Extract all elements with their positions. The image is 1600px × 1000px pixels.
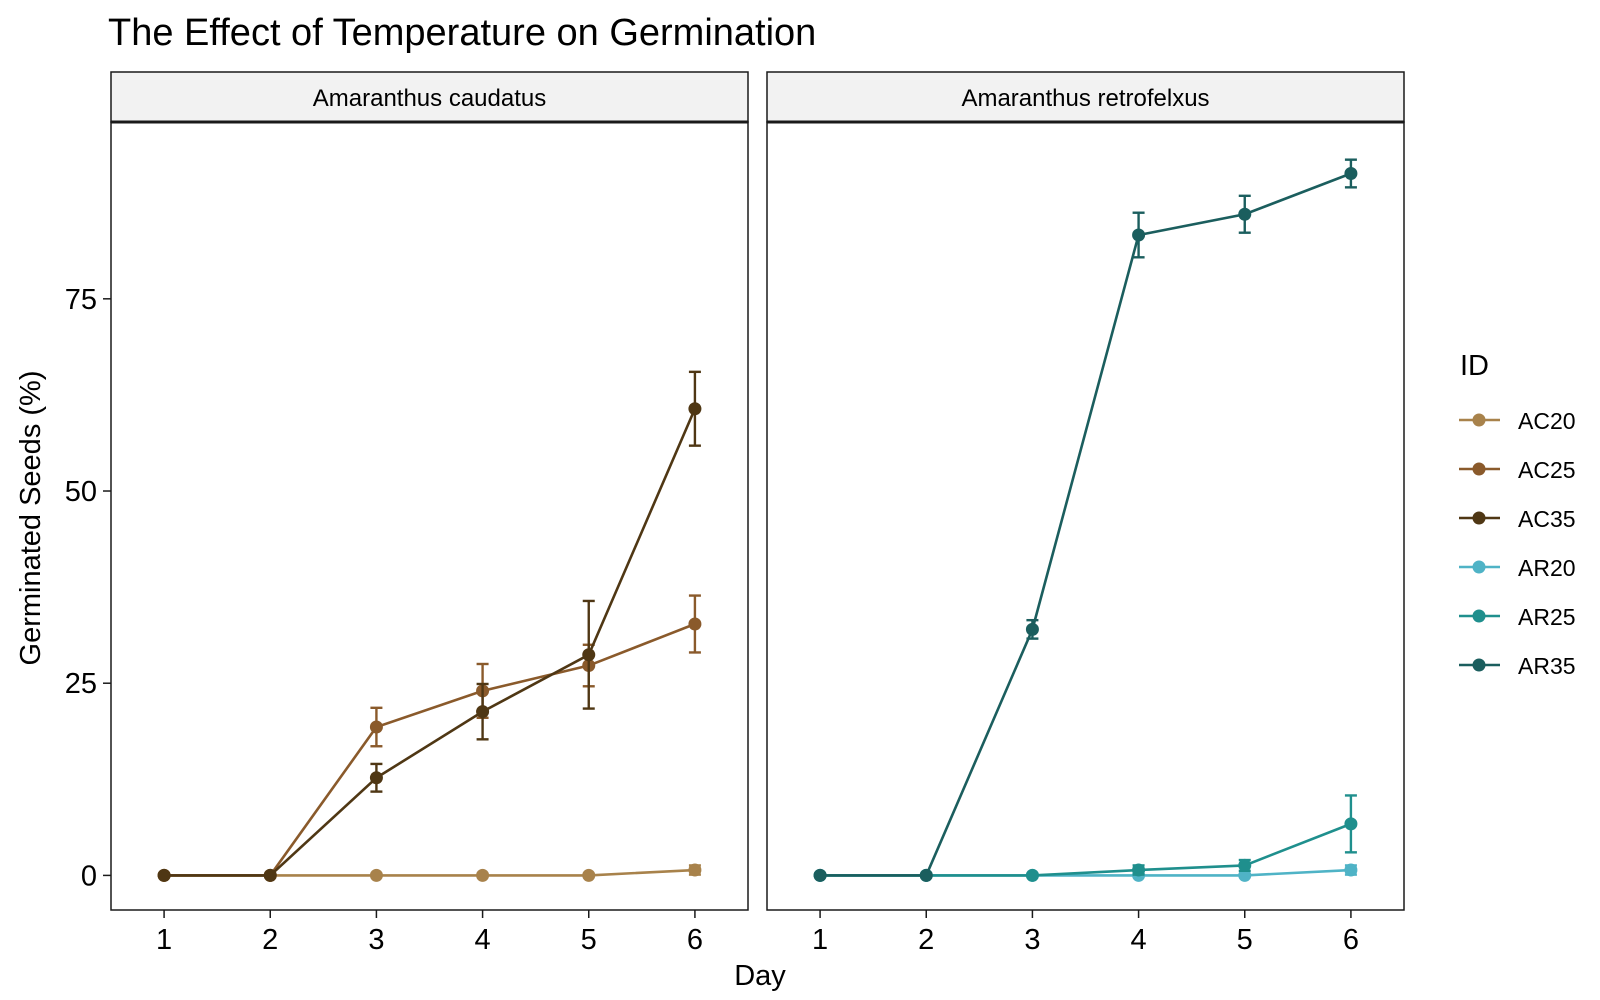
y-tick-label: 75: [65, 284, 97, 316]
x-tick-label: 1: [156, 924, 172, 956]
legend-label: AC20: [1518, 408, 1576, 434]
legend-item-ac20: AC20: [1459, 408, 1576, 434]
legend-key-point: [1472, 560, 1486, 574]
data-point: [688, 617, 702, 631]
data-point: [688, 402, 702, 416]
data-point: [1025, 868, 1039, 882]
data-point: [157, 868, 171, 882]
legend-title: ID: [1460, 350, 1489, 382]
data-point: [813, 868, 827, 882]
data-point: [919, 868, 933, 882]
series-ac25: [157, 594, 702, 882]
legend-item-ac25: AC25: [1459, 457, 1576, 483]
strip-label: Amaranthus retrofelxus: [961, 85, 1209, 112]
x-axis-title: Day: [734, 960, 786, 992]
series-line: [164, 622, 696, 877]
y-tick-label: 50: [65, 476, 97, 508]
series-ac20: [157, 863, 702, 882]
series-ac35: [157, 370, 702, 882]
data-point: [263, 868, 277, 882]
data-point: [688, 863, 702, 877]
legend-key-point: [1472, 413, 1486, 427]
legend-label: AR35: [1518, 653, 1576, 679]
data-point: [1344, 817, 1358, 831]
legend-item-ar20: AR20: [1459, 555, 1576, 581]
strip-background: [766, 71, 1405, 123]
data-point: [1238, 868, 1252, 882]
x-tick-label: 5: [1237, 924, 1253, 956]
panel-border: [110, 121, 749, 911]
panel-border: [766, 121, 1405, 911]
y-axis-title: Germinated Seeds (%): [15, 371, 47, 666]
data-point: [1238, 207, 1252, 221]
x-tick-label: 6: [1343, 924, 1359, 956]
data-point: [1132, 863, 1146, 877]
x-tick-label: 4: [1131, 924, 1147, 956]
legend-label: AC35: [1518, 506, 1576, 532]
data-point: [1238, 858, 1252, 872]
data-point: [369, 720, 383, 734]
data-point: [476, 705, 490, 719]
data-point: [582, 868, 596, 882]
strip-background: [110, 71, 749, 123]
panel-1: Amaranthus caudatus 1 2 3 4 5 6 0 25 50 75: [65, 71, 749, 956]
series-ar25: [813, 794, 1358, 882]
y-tick-label: 25: [65, 668, 97, 700]
data-point: [1132, 228, 1146, 242]
strip-label: Amaranthus caudatus: [313, 85, 546, 112]
series-line: [820, 822, 1352, 877]
x-tick-label: 2: [918, 924, 934, 956]
legend-key-point: [1472, 609, 1486, 623]
legend: ID AC20 AC25 AC35 AR20 AR25 AR35: [1459, 350, 1576, 679]
data-point: [1025, 622, 1039, 636]
legend-item-ac35: AC35: [1459, 506, 1576, 532]
x-tick-label: 4: [475, 924, 491, 956]
legend-key-point: [1472, 511, 1486, 525]
legend-key-point: [1472, 462, 1486, 476]
x-tick-label: 3: [1024, 924, 1040, 956]
legend-key-point: [1472, 658, 1486, 672]
data-point: [369, 771, 383, 785]
chart-title: The Effect of Temperature on Germination: [108, 12, 816, 54]
data-point: [1344, 167, 1358, 181]
series-line: [164, 408, 697, 877]
series-line: [820, 172, 1352, 877]
legend-label: AC25: [1518, 457, 1576, 483]
x-tick-label: 2: [262, 924, 278, 956]
data-point: [369, 868, 383, 882]
data-point: [476, 868, 490, 882]
x-tick-label: 6: [687, 924, 703, 956]
series-ar35: [813, 158, 1358, 882]
x-tick-label: 3: [368, 924, 384, 956]
x-tick-label: 1: [812, 924, 828, 956]
data-point: [1344, 863, 1358, 877]
x-tick-label: 5: [581, 924, 597, 956]
legend-item-ar25: AR25: [1459, 604, 1576, 630]
panel-2: Amaranthus retrofelxus 1 2 3 4 5 6: [766, 71, 1405, 956]
legend-label: AR20: [1518, 555, 1576, 581]
data-point: [582, 648, 596, 662]
legend-item-ar35: AR35: [1459, 653, 1576, 679]
legend-label: AR25: [1518, 604, 1576, 630]
y-tick-label: 0: [81, 860, 97, 892]
